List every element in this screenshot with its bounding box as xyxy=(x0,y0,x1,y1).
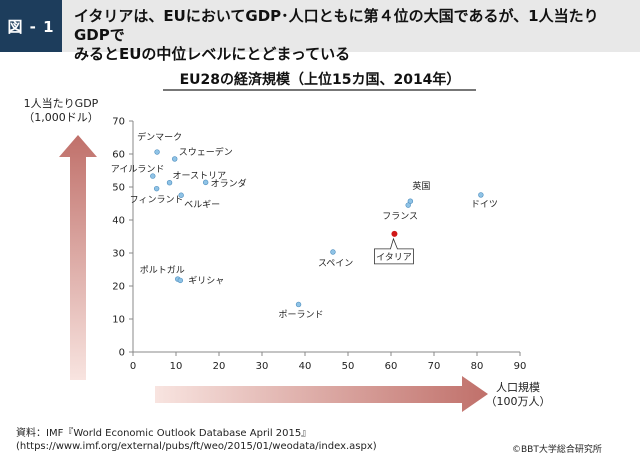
data-point-label: ベルギー xyxy=(184,199,220,210)
highlight-callout-box xyxy=(374,237,414,265)
x-axis-label: 人口規模 （100万人） xyxy=(478,381,558,409)
data-point xyxy=(150,173,156,179)
data-point xyxy=(330,249,336,255)
data-point-label: デンマーク xyxy=(137,131,182,143)
header-bar: 図 - 1 イタリアは、EUにおいてGDP･人口ともに第４位の大国であるが、1人… xyxy=(0,0,640,63)
figure-badge: 図 - 1 xyxy=(0,0,62,52)
data-point-label: アイルランド xyxy=(111,164,165,175)
data-point-label: スウェーデン xyxy=(179,146,233,158)
data-point-label: ギリシャ xyxy=(188,275,224,286)
y-tick-label: 60 xyxy=(112,150,125,161)
x-tick-label: 20 xyxy=(213,361,226,372)
data-point-label: ドイツ xyxy=(471,200,498,210)
x-tick-label: 80 xyxy=(471,361,484,372)
x-axis-label-line-2: （100万人） xyxy=(485,395,551,408)
data-point xyxy=(295,301,302,308)
x-tick-label: 50 xyxy=(342,361,355,372)
data-point xyxy=(172,156,178,162)
data-point-label: スペイン xyxy=(318,259,353,269)
x-direction-arrow xyxy=(155,376,488,412)
y-tick-label: 0 xyxy=(119,348,125,359)
data-point xyxy=(153,185,160,192)
headline-line-2: みるとEUの中位レベルにとどまっている xyxy=(74,45,351,63)
data-point xyxy=(177,277,184,284)
data-point xyxy=(202,179,209,186)
data-point-label: フィンランド xyxy=(130,195,184,206)
copyright: ©BBT大学総合研究所 xyxy=(512,445,602,455)
headline: イタリアは、EUにおいてGDP･人口ともに第４位の大国であるが、1人当たりGDP… xyxy=(74,7,634,64)
data-point-label: ポルトガル xyxy=(140,265,185,276)
data-point-label: フランス xyxy=(382,211,418,222)
y-tick-label: 30 xyxy=(112,249,125,260)
chart-title-block: EU28の経済規模（上位15カ国、2014年） xyxy=(0,69,640,91)
x-tick-label: 60 xyxy=(385,361,398,372)
x-tick-label: 30 xyxy=(256,361,269,372)
data-point xyxy=(154,149,160,155)
y-tick-label: 70 xyxy=(112,117,125,128)
x-tick-label: 0 xyxy=(130,361,136,372)
headline-line-1: イタリアは、EUにおいてGDP･人口ともに第４位の大国であるが、1人当たりGDP… xyxy=(74,7,599,44)
data-point xyxy=(478,192,484,198)
data-point xyxy=(178,192,184,198)
x-tick-label: 70 xyxy=(428,361,441,372)
source-line-1: 資料：IMF『World Economic Outlook Database A… xyxy=(16,428,312,439)
data-point-label: オランダ xyxy=(211,177,247,189)
data-point-label: 英国 xyxy=(412,180,430,192)
y-tick-label: 10 xyxy=(112,315,125,326)
chart-title: EU28の経済規模（上位15カ国、2014年） xyxy=(179,72,461,88)
data-point xyxy=(166,180,173,186)
x-tick-label: 10 xyxy=(170,361,183,372)
x-tick-label: 40 xyxy=(299,361,312,372)
x-axis-label-line-1: 人口規模 xyxy=(496,381,540,394)
data-point-label: オーストリア xyxy=(173,171,227,182)
highlight-callout-label: イタリア xyxy=(376,252,412,263)
y-axis-label: 1人当たりGDP （1,000ドル） xyxy=(16,97,106,125)
chart-title-underline xyxy=(163,89,476,91)
y-axis-label-line-2: （1,000ドル） xyxy=(23,111,99,124)
source-note: 資料：IMF『World Economic Outlook Database A… xyxy=(16,427,377,453)
data-point-highlight xyxy=(391,230,398,237)
x-tick-label: 90 xyxy=(514,361,527,372)
y-tick-label: 50 xyxy=(112,183,125,194)
data-point-label: ポーランド xyxy=(279,309,324,320)
y-direction-arrow xyxy=(59,135,97,380)
data-point xyxy=(405,202,411,208)
y-axis-label-line-1: 1人当たりGDP xyxy=(23,97,99,110)
y-tick-label: 40 xyxy=(112,216,125,227)
source-line-2: (https://www.imf.org/external/pubs/ft/we… xyxy=(16,441,377,452)
y-tick-label: 20 xyxy=(112,282,125,293)
